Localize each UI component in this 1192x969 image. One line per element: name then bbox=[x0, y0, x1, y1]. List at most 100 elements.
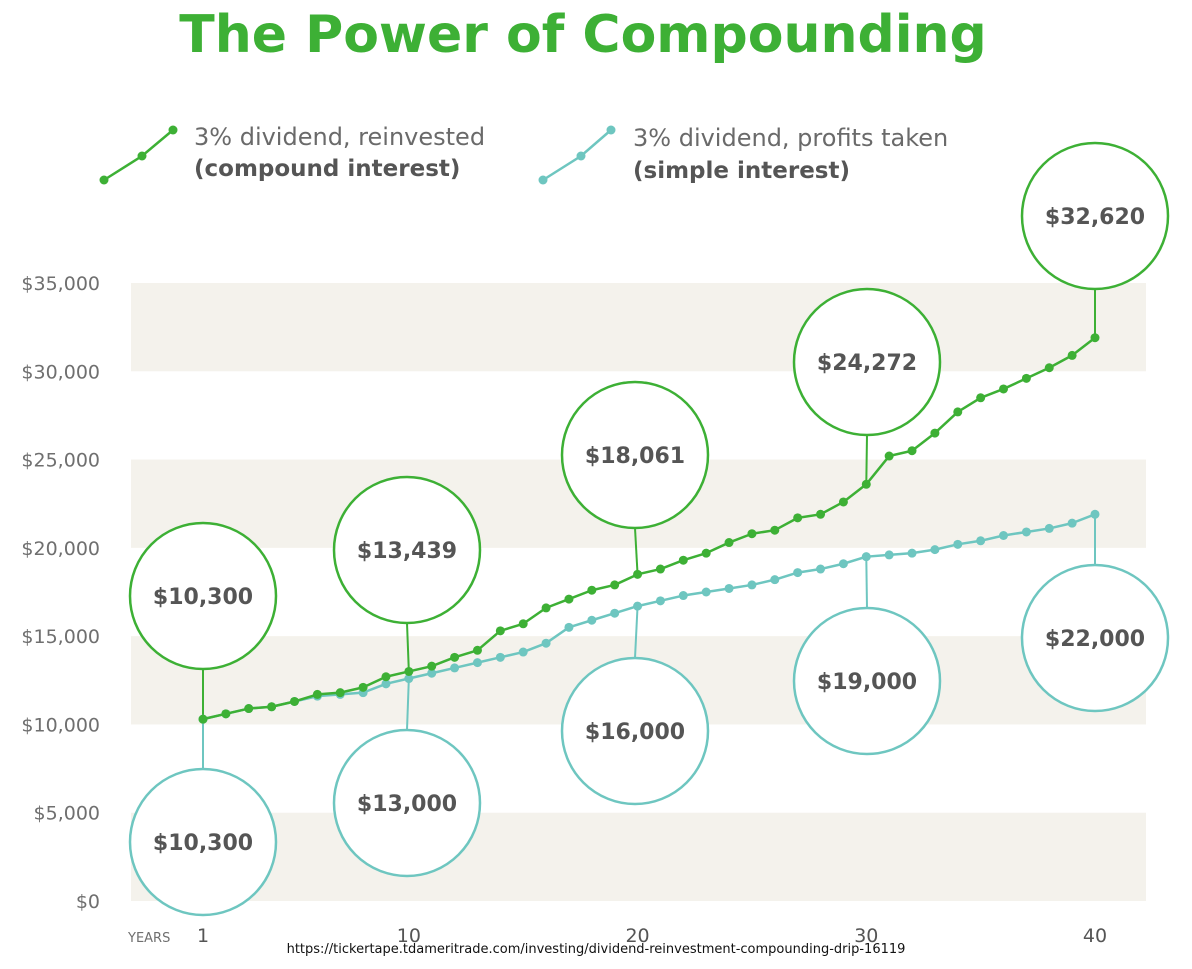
data-point bbox=[610, 608, 620, 618]
data-point bbox=[930, 545, 940, 555]
data-point bbox=[1067, 350, 1077, 360]
data-point bbox=[564, 622, 574, 632]
data-point bbox=[793, 513, 803, 523]
callout-connector bbox=[634, 527, 639, 575]
chart-title: The Power of Compounding bbox=[179, 5, 987, 65]
data-point bbox=[335, 688, 345, 698]
legend: 3% dividend, reinvested (compound interes… bbox=[99, 123, 948, 185]
data-point bbox=[358, 682, 368, 692]
data-point bbox=[1021, 527, 1031, 537]
data-point bbox=[999, 530, 1009, 540]
data-point bbox=[472, 658, 482, 668]
data-point bbox=[427, 668, 437, 678]
data-point bbox=[1044, 363, 1054, 373]
data-point bbox=[244, 704, 254, 714]
legend-swatch-point bbox=[137, 151, 147, 161]
callout-connector bbox=[406, 678, 410, 731]
callout-bubble bbox=[1020, 563, 1170, 713]
data-point bbox=[884, 550, 894, 560]
data-point bbox=[312, 689, 322, 699]
data-point bbox=[495, 652, 505, 662]
legend-swatch-point bbox=[99, 175, 109, 185]
y-tick-label: $30,000 bbox=[21, 361, 100, 383]
callout-value-label: $19,000 bbox=[817, 670, 917, 695]
data-point bbox=[541, 638, 551, 648]
legend-label: 3% dividend, profits taken bbox=[633, 124, 948, 152]
y-tick-label: $0 bbox=[76, 891, 100, 913]
grid-band bbox=[131, 812, 1146, 901]
data-point bbox=[724, 583, 734, 593]
data-point bbox=[289, 696, 299, 706]
legend-swatch-point bbox=[576, 151, 586, 161]
legend-label: 3% dividend, reinvested bbox=[194, 123, 485, 151]
data-point bbox=[633, 569, 643, 579]
callout-value-label: $16,000 bbox=[585, 720, 685, 745]
x-tick-label: 40 bbox=[1083, 925, 1107, 947]
callout-bubble bbox=[1020, 141, 1170, 291]
data-point bbox=[976, 536, 986, 546]
callout-bubble bbox=[332, 475, 482, 625]
data-point bbox=[610, 580, 620, 590]
callout-bubble bbox=[560, 656, 710, 806]
data-point bbox=[770, 575, 780, 585]
y-tick-label: $35,000 bbox=[21, 273, 100, 295]
data-point bbox=[838, 559, 848, 569]
callout-value-label: $13,439 bbox=[357, 539, 457, 564]
data-point bbox=[655, 564, 665, 574]
x-axis: 1 10 20 30 40 bbox=[197, 925, 1107, 947]
data-point bbox=[541, 603, 551, 613]
callout-connectors bbox=[202, 289, 1096, 769]
series-line bbox=[202, 513, 1096, 721]
data-point bbox=[976, 393, 986, 403]
data-point bbox=[633, 601, 643, 611]
data-point bbox=[404, 674, 414, 684]
data-point bbox=[678, 555, 688, 565]
data-point bbox=[861, 479, 871, 489]
data-point bbox=[564, 594, 574, 604]
data-point bbox=[1067, 518, 1077, 528]
callout-value-label: $10,300 bbox=[153, 831, 253, 856]
data-point bbox=[221, 709, 231, 719]
data-point bbox=[518, 619, 528, 629]
data-point bbox=[701, 587, 711, 597]
callout-value-label: $10,300 bbox=[153, 585, 253, 610]
data-point bbox=[450, 652, 460, 662]
callout-value-label: $24,272 bbox=[817, 351, 917, 376]
callout-bubble bbox=[792, 287, 942, 437]
data-point bbox=[1044, 523, 1054, 533]
data-point bbox=[747, 529, 757, 539]
callout-bubble bbox=[792, 606, 942, 756]
callout-value-label: $13,000 bbox=[357, 792, 457, 817]
data-point bbox=[907, 548, 917, 558]
data-point bbox=[1090, 509, 1100, 519]
data-point bbox=[816, 509, 826, 519]
data-point bbox=[861, 552, 871, 562]
data-point bbox=[404, 666, 414, 676]
data-point bbox=[495, 626, 505, 636]
data-point bbox=[587, 615, 597, 625]
y-tick-label: $20,000 bbox=[21, 538, 100, 560]
data-point bbox=[930, 428, 940, 438]
callout-connector bbox=[634, 606, 639, 659]
data-point bbox=[724, 538, 734, 548]
x-axis-label: YEARS bbox=[127, 931, 170, 946]
data-point bbox=[953, 539, 963, 549]
y-tick-label: $5,000 bbox=[34, 803, 100, 825]
data-point bbox=[381, 672, 391, 682]
callout-bubble bbox=[332, 728, 482, 878]
data-point bbox=[747, 580, 757, 590]
callout-connector bbox=[865, 556, 868, 609]
data-point bbox=[884, 451, 894, 461]
legend-swatch-point bbox=[606, 125, 616, 135]
data-point bbox=[999, 384, 1009, 394]
legend-sublabel: (simple interest) bbox=[633, 158, 850, 184]
data-point bbox=[472, 645, 482, 655]
data-point bbox=[701, 548, 711, 558]
data-point bbox=[655, 596, 665, 606]
legend-sublabel: (compound interest) bbox=[194, 156, 460, 182]
data-point bbox=[678, 591, 688, 601]
series-lines bbox=[198, 333, 1100, 724]
series-line bbox=[202, 336, 1096, 721]
data-point bbox=[816, 564, 826, 574]
